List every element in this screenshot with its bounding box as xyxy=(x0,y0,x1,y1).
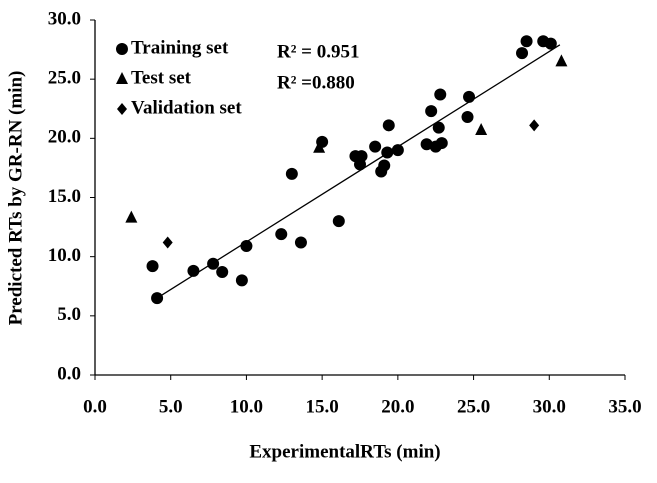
legend-label: Training set xyxy=(131,37,229,58)
annotation: R² =0.880 xyxy=(277,72,355,93)
point xyxy=(275,228,288,241)
x-axis-title: ExperimentalRTs (min) xyxy=(249,441,440,462)
annotation: R² = 0.951 xyxy=(277,41,360,62)
y-tick-label: 30.0 xyxy=(48,8,81,29)
point xyxy=(235,274,248,287)
point xyxy=(544,37,557,50)
point xyxy=(332,215,345,228)
legend-marker xyxy=(116,43,128,55)
point xyxy=(475,123,488,136)
point xyxy=(207,257,220,270)
point xyxy=(285,167,298,180)
point xyxy=(435,137,448,150)
point xyxy=(461,111,474,124)
point xyxy=(529,119,540,132)
point xyxy=(162,236,173,249)
point xyxy=(425,105,438,118)
point xyxy=(463,90,476,103)
x-tick-label: 25.0 xyxy=(457,396,490,417)
y-tick-label: 5.0 xyxy=(57,304,81,325)
point xyxy=(125,210,138,223)
point xyxy=(240,240,253,253)
y-tick-label: 25.0 xyxy=(48,68,81,89)
legend-label: Test set xyxy=(131,67,192,88)
point xyxy=(434,88,447,101)
y-axis-title: Predicted RTs by GR-RN (min) xyxy=(5,71,26,326)
point xyxy=(391,144,404,157)
point xyxy=(555,54,568,67)
point xyxy=(355,150,368,163)
point xyxy=(146,260,159,273)
point xyxy=(420,138,433,151)
x-tick-label: 0.0 xyxy=(83,396,107,417)
point xyxy=(516,47,529,60)
point xyxy=(432,121,445,134)
x-tick-label: 15.0 xyxy=(306,396,339,417)
x-tick-label: 20.0 xyxy=(381,396,414,417)
point xyxy=(381,146,394,159)
point xyxy=(378,159,391,172)
legend-marker xyxy=(117,103,127,115)
x-tick-label: 10.0 xyxy=(230,396,263,417)
y-tick-label: 20.0 xyxy=(48,127,81,148)
point xyxy=(151,292,164,305)
y-tick-label: 10.0 xyxy=(48,245,81,266)
x-tick-label: 35.0 xyxy=(608,396,641,417)
point xyxy=(369,140,382,153)
point xyxy=(313,140,326,153)
x-tick-label: 30.0 xyxy=(533,396,566,417)
legend-marker xyxy=(116,72,128,84)
point xyxy=(187,264,200,277)
fit-line xyxy=(156,44,561,299)
legend-label: Validation set xyxy=(131,97,242,118)
point xyxy=(216,266,229,279)
x-tick-label: 5.0 xyxy=(159,396,183,417)
y-tick-label: 15.0 xyxy=(48,186,81,207)
point xyxy=(382,119,395,132)
point xyxy=(520,35,533,48)
y-tick-label: 0.0 xyxy=(57,363,81,384)
point xyxy=(294,236,307,249)
